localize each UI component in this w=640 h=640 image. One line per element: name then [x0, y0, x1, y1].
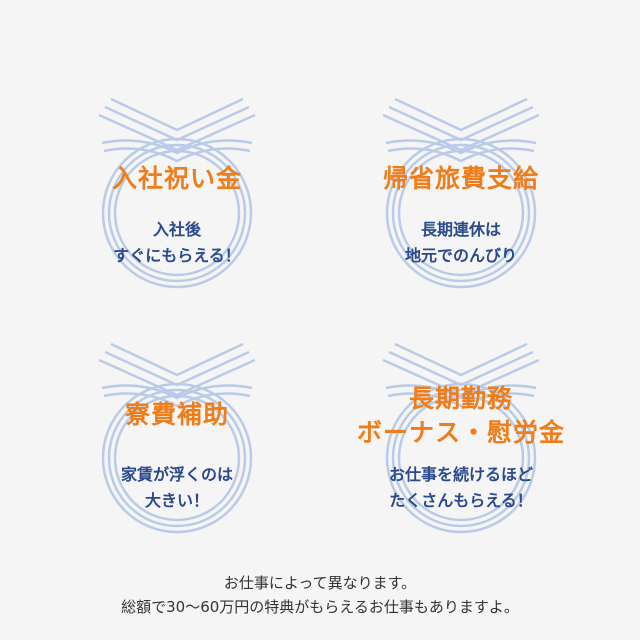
benefit-title: 入社祝い金 [111, 164, 242, 193]
footer-note: お仕事によって異なります。 総額で30〜60万円の特典がもらえるお仕事もあります… [0, 571, 640, 619]
mizuhiki-knot-icon [98, 97, 256, 289]
benefit-card-signing-bonus: 入社祝い金 入社後 すぐにもらえる！ [77, 95, 277, 305]
benefit-description-line: 大きい！ [144, 491, 209, 510]
benefit-title-line: ボーナス・慰労金 [356, 418, 565, 447]
mizuhiki-knot-icon [382, 342, 540, 534]
benefit-title: 寮費補助 [124, 400, 229, 429]
benefit-description-line: 家賃が浮くのは [120, 465, 233, 484]
benefit-description-line: すぐにもらえる！ [113, 246, 241, 265]
benefit-description-line: 長期連休は [420, 220, 501, 239]
benefit-description: 入社後 すぐにもらえる！ [77, 217, 277, 269]
benefit-card-long-service-bonus: 長期勤務 ボーナス・慰労金 お仕事を続けるほど たくさんもらえる！ [357, 340, 564, 550]
mizuhiki-knot-icon [382, 97, 540, 289]
benefit-description: お仕事を続けるほど たくさんもらえる！ [361, 462, 561, 514]
footer-note-line: お仕事によって異なります。 [223, 574, 417, 592]
benefit-description-line: お仕事を続けるほど [388, 465, 533, 484]
benefit-title: 長期勤務 ボーナス・慰労金 [341, 382, 581, 450]
benefit-description: 家賃が浮くのは 大きい！ [77, 462, 277, 514]
benefit-description-line: 入社後 [152, 220, 201, 239]
mizuhiki-knot-icon [98, 342, 256, 534]
footer-note-line: 総額で30〜60万円の特典がもらえるお仕事もありますよ。 [121, 598, 519, 616]
benefit-description-line: たくさんもらえる！ [389, 491, 533, 510]
benefit-card-dorm-subsidy: 寮費補助 家賃が浮くのは 大きい！ [77, 340, 277, 550]
benefit-description-line: 地元でのんびり [404, 246, 517, 265]
benefit-card-travel-allowance: 帰省旅費支給 長期連休は 地元でのんびり [361, 95, 561, 305]
benefit-title: 帰省旅費支給 [382, 164, 539, 193]
benefit-description: 長期連休は 地元でのんびり [361, 217, 561, 269]
benefit-title-line: 長期勤務 [408, 384, 513, 413]
